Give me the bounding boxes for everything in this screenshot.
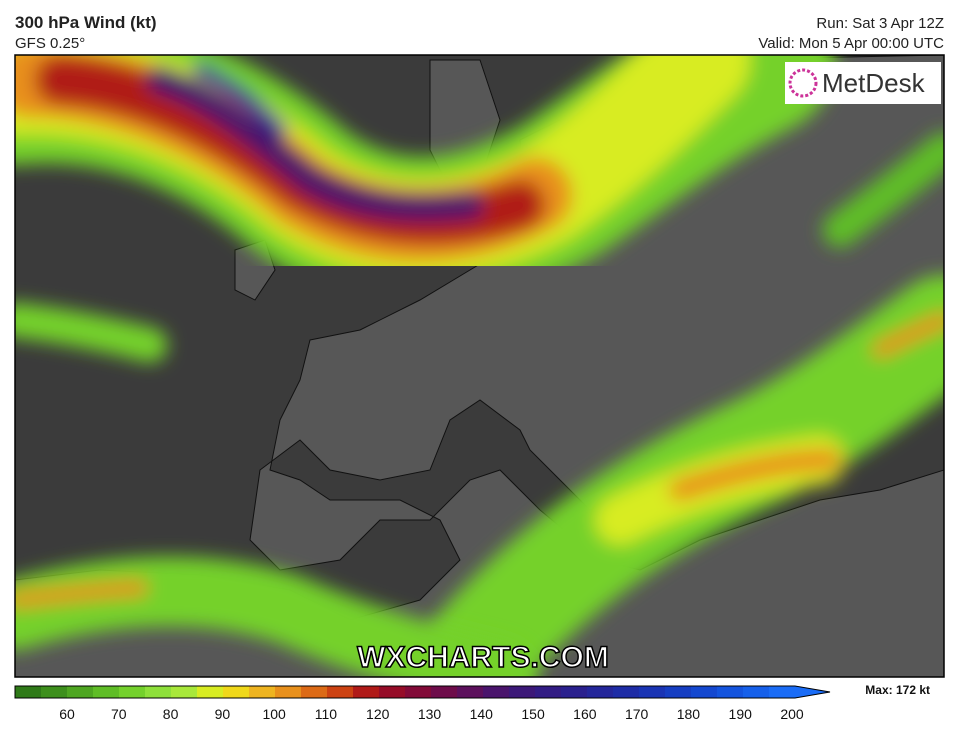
colorbar-segment [327, 686, 354, 698]
colorbar-tick-label: 140 [470, 706, 494, 722]
colorbar-arrow [795, 686, 830, 698]
colorbar-tick-label: 200 [780, 706, 804, 722]
colorbar-segment [639, 686, 666, 698]
title: 300 hPa Wind (kt) [15, 13, 157, 32]
map: MetDesk WXCHARTS.COM [15, 55, 944, 677]
logo-icon [788, 68, 818, 98]
colorbar: 60 70 80 90 100 110 120 130 140 150 160 170 180 190 20… [14, 685, 831, 722]
colorbar-segment [509, 686, 536, 698]
colorbar-segment [93, 686, 120, 698]
jet-north [15, 55, 835, 307]
colorbar-tick-label: 60 [59, 706, 75, 722]
colorbar-tick-label: 70 [111, 706, 127, 722]
colorbar-segment [145, 686, 172, 698]
colorbar-tick-label: 170 [625, 706, 649, 722]
colorbar-segment [483, 686, 510, 698]
colorbar-segment [535, 686, 562, 698]
colorbar-segment [457, 686, 484, 698]
logo-text: MetDesk [822, 68, 926, 98]
colorbar-segment [561, 686, 588, 698]
colorbar-segment [249, 686, 276, 698]
colorbar-outline [14, 685, 831, 699]
colorbar-tick-label: 120 [366, 706, 390, 722]
map-frame [14, 54, 945, 678]
colorbar-segment [431, 686, 458, 698]
jet-south [15, 302, 535, 677]
colorbar-segment [15, 686, 42, 698]
colorbar-tick-label: 160 [573, 706, 597, 722]
colorbar-tick-label: 100 [262, 706, 286, 722]
colorbar-segment [405, 686, 432, 698]
watermark: WXCHARTS.COM [357, 641, 609, 674]
run: Run: Sat 3 Apr 12Z [816, 15, 944, 32]
jet-southeast [425, 132, 944, 677]
colorbar-segment [119, 686, 146, 698]
colorbar-segment [769, 686, 796, 698]
colorbar-tick-label: 80 [163, 706, 179, 722]
colorbar-tick-label: 90 [215, 706, 231, 722]
colorbar-segment [613, 686, 640, 698]
colorbar-segment [743, 686, 770, 698]
colorbar-segment [717, 686, 744, 698]
colorbar-tick-label: 180 [677, 706, 701, 722]
colorbar-segment [223, 686, 250, 698]
colorbar-tick-label: 150 [521, 706, 545, 722]
colorbar-segment [41, 686, 68, 698]
colorbar-segment [691, 686, 718, 698]
colorbar-segment [171, 686, 198, 698]
colorbar-segment [379, 686, 406, 698]
colorbar-segment [587, 686, 614, 698]
colorbar-segment [301, 686, 328, 698]
colorbar-tick-label: 130 [418, 706, 442, 722]
colorbar-segment [197, 686, 224, 698]
colorbar-segment [67, 686, 94, 698]
max-label: Max: 172 kt [865, 683, 930, 697]
logo-box [785, 62, 941, 104]
colorbar-segment [353, 686, 380, 698]
colorbar-segment [275, 686, 302, 698]
colorbar-tick-label: 190 [729, 706, 753, 722]
model: GFS 0.25° [15, 35, 85, 52]
valid: Valid: Mon 5 Apr 00:00 UTC [758, 35, 944, 52]
colorbar-tick-label: 110 [315, 706, 338, 722]
colorbar-segment [665, 686, 692, 698]
